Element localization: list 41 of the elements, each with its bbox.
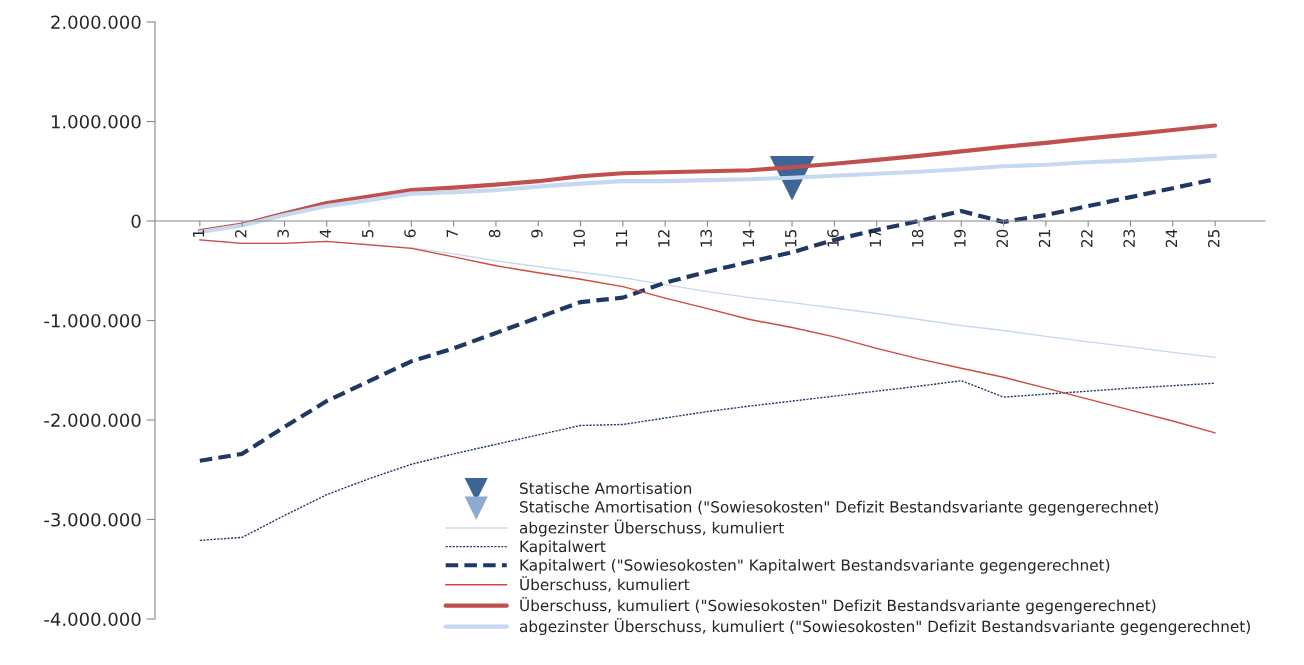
legend-label: abgezinster Überschuss, kumuliert ("Sowiesokosten" Defizit Bestandsvariante gegengerechnet) (519, 618, 1250, 636)
x-tick-label: 3 (277, 229, 289, 238)
y-tick-label: -3.000.000 (44, 512, 141, 527)
x-tick-label: 9 (531, 229, 543, 238)
x-tick-label: 11 (615, 230, 628, 247)
legend-label: Überschuss, kumuliert ("Sowiesokosten" Defizit Bestandsvariante gegengerechnet) (520, 597, 1156, 615)
y-tick-label: 0 (131, 214, 141, 229)
legend-label: Überschuss, kumuliert (520, 576, 690, 592)
x-tick-label: 10 (573, 229, 585, 247)
legend-label: Kapitalwert (520, 540, 606, 556)
x-tick-label: 7 (446, 229, 458, 238)
y-tick-label: -4.000.000 (44, 612, 141, 627)
x-tick-label: 13 (700, 229, 712, 247)
x-tick-label: 17 (869, 229, 881, 247)
x-tick-label: 25 (1207, 229, 1220, 247)
x-tick-label: 18 (911, 229, 924, 247)
x-tick-label: 8 (488, 229, 501, 238)
x-tick-label: 24 (1165, 229, 1177, 247)
y-tick-label: 2.000.000 (51, 15, 141, 30)
x-tick-label: 22 (1081, 230, 1093, 247)
x-tick-label: 16 (827, 229, 839, 247)
x-tick-label: 19 (954, 229, 966, 247)
line-series (199, 380, 1216, 542)
x-tick-label: 12 (658, 230, 670, 247)
y-tick-label: -1.000.000 (44, 313, 141, 328)
x-tick-label: 14 (742, 229, 754, 247)
y-tick-label: -2.000.000 (44, 413, 141, 428)
x-tick-label: 1 (192, 230, 205, 237)
legend-label: Kapitalwert ("Sowiesokosten" Kapitalwert Bestandsvariante gegengerechnet) (520, 558, 1110, 574)
x-tick-label: 20 (996, 229, 1009, 247)
x-tick-label: 15 (785, 229, 797, 247)
x-tick-label: 21 (1038, 230, 1051, 247)
x-tick-label: 2 (235, 230, 247, 238)
x-tick-label: 23 (1123, 229, 1135, 247)
x-tick-label: 5 (362, 229, 374, 238)
x-tick-label: 4 (319, 229, 331, 238)
legend-label: abgezinster Überschuss, kumuliert (519, 519, 784, 537)
y-tick-label: 1.000.000 (51, 114, 141, 129)
x-tick-label: 6 (404, 229, 416, 238)
legend-label: Statische Amortisation ("Sowiesokosten" Defizit Bestandsvariante gegengerechnet) (520, 500, 1159, 516)
legend-label: Statische Amortisation (520, 482, 692, 495)
